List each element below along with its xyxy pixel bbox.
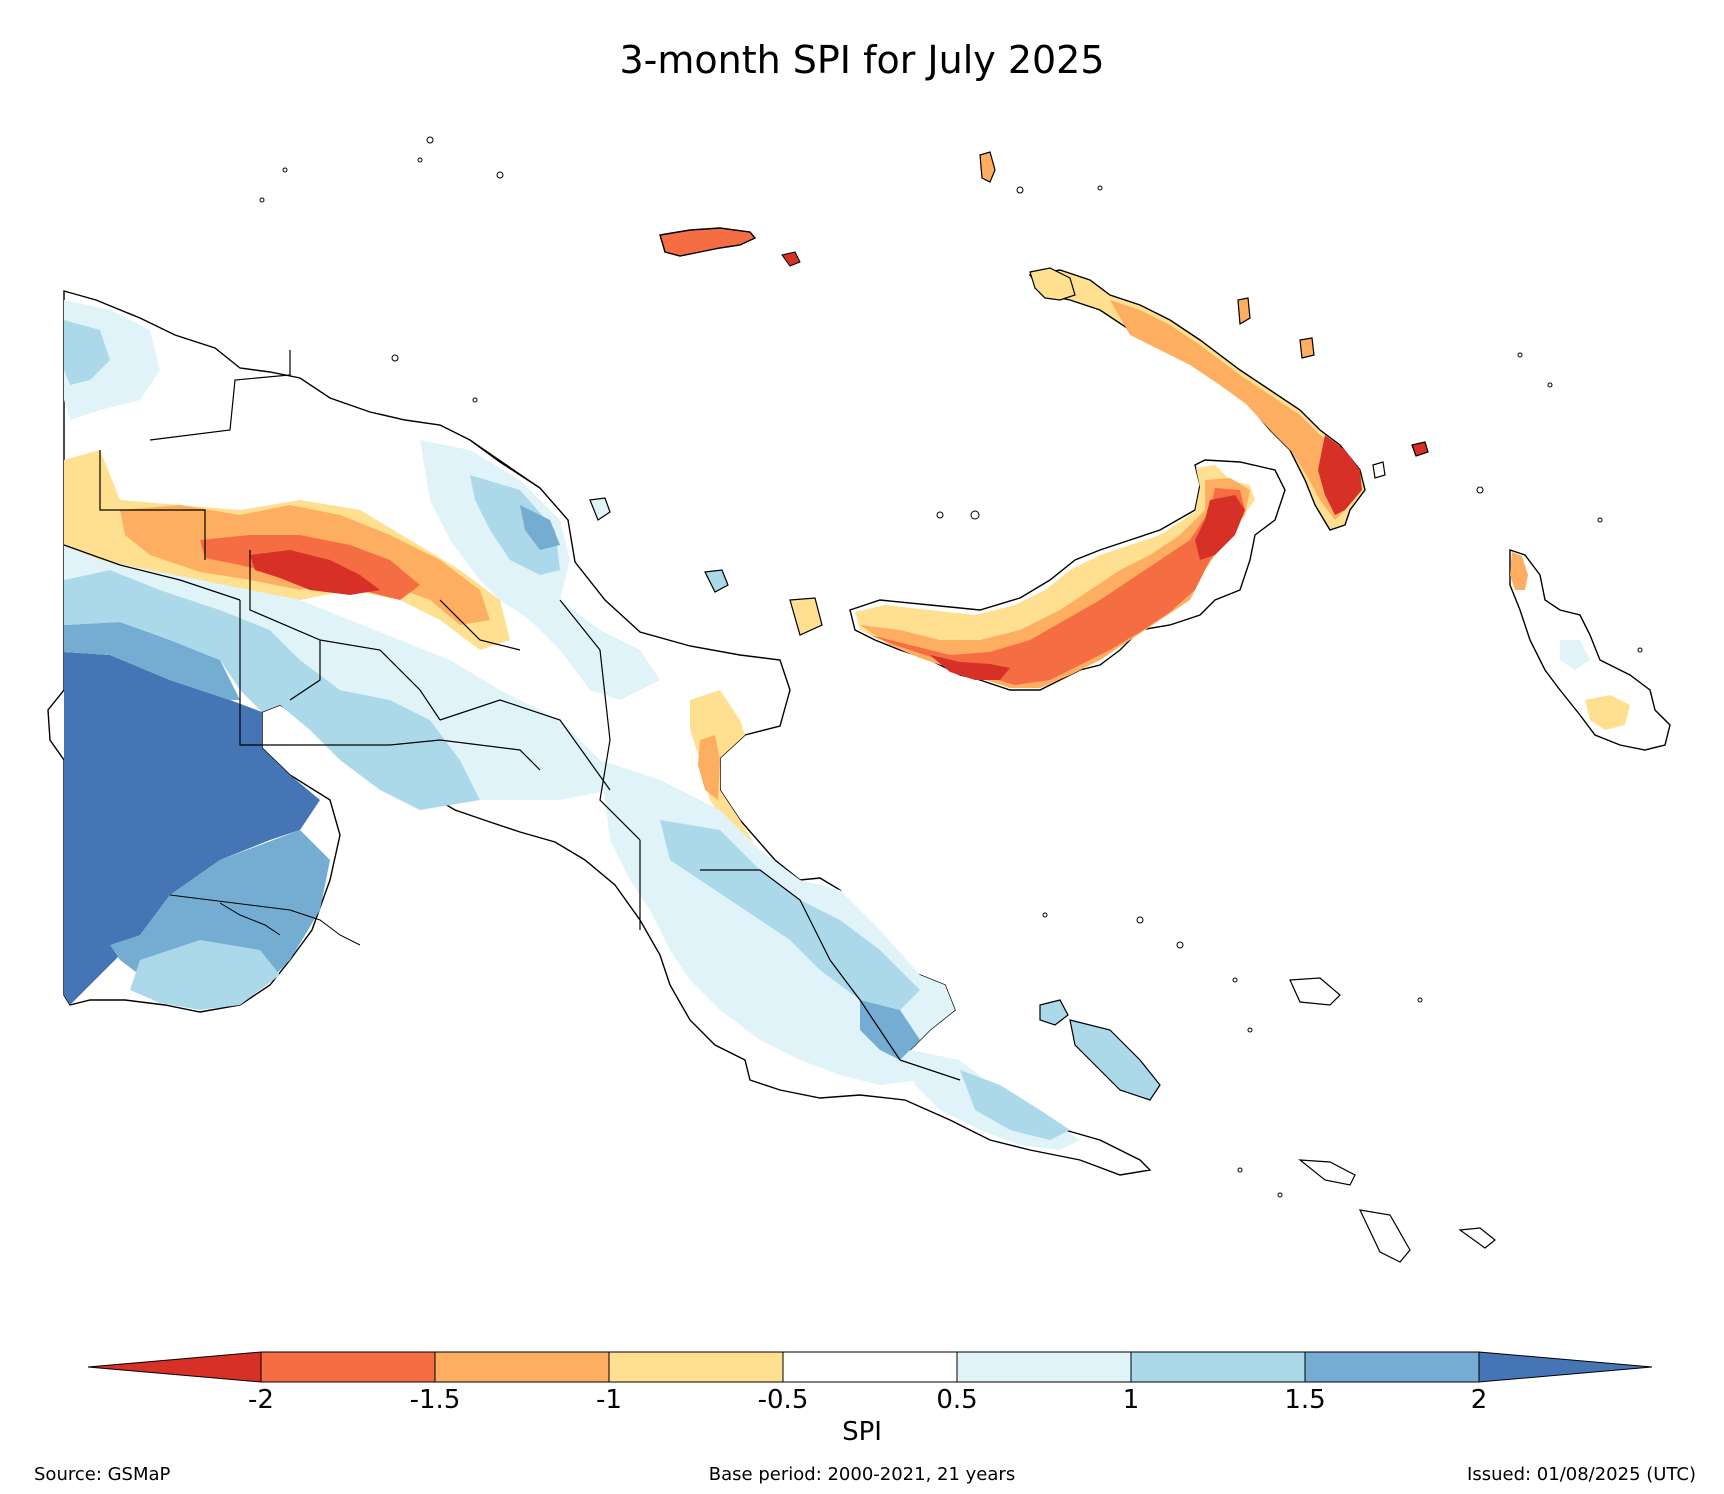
colorbar-tick: 1	[1122, 1385, 1140, 1415]
map-title: 3-month SPI for July 2025	[619, 38, 1105, 82]
source-note: Source: GSMaP	[34, 1464, 171, 1485]
colorbar-tick: -0.5	[757, 1385, 809, 1415]
fly-river	[169, 894, 361, 946]
province-borders	[63, 350, 961, 1081]
colorbar-tick: 0.5	[936, 1385, 978, 1415]
colorbar-label: SPI	[842, 1417, 882, 1447]
colorbar-segment	[1130, 1351, 1306, 1383]
colorbar-tick: -1.5	[409, 1385, 461, 1415]
manus	[659, 227, 801, 267]
new-britain	[849, 459, 1286, 691]
bougainville	[1509, 549, 1671, 751]
colorbar-segment	[782, 1351, 958, 1383]
tiny-islets	[259, 136, 1643, 1198]
small-islands	[589, 151, 1496, 1263]
colorbar-extend-high	[1478, 1351, 1653, 1383]
colorbar-segment	[434, 1351, 610, 1383]
colorbar-tick: 1.5	[1284, 1385, 1326, 1415]
issued-date: Issued: 01/08/2025 (UTC)	[1467, 1464, 1696, 1485]
colorbar-segment	[1304, 1351, 1480, 1383]
colorbar-tick: -2	[248, 1385, 274, 1415]
colorbar-segment	[260, 1351, 436, 1383]
colorbar-extend-low	[87, 1351, 262, 1383]
colorbar-tick: -1	[596, 1385, 622, 1415]
spi-map	[47, 136, 1671, 1263]
colorbar-segment	[956, 1351, 1132, 1383]
base-period-note: Base period: 2000-2021, 21 years	[708, 1464, 1016, 1485]
colorbar-segment	[608, 1351, 784, 1383]
colorbar-tick: 2	[1470, 1385, 1488, 1415]
mainland-spi-fills	[64, 300, 1080, 1150]
